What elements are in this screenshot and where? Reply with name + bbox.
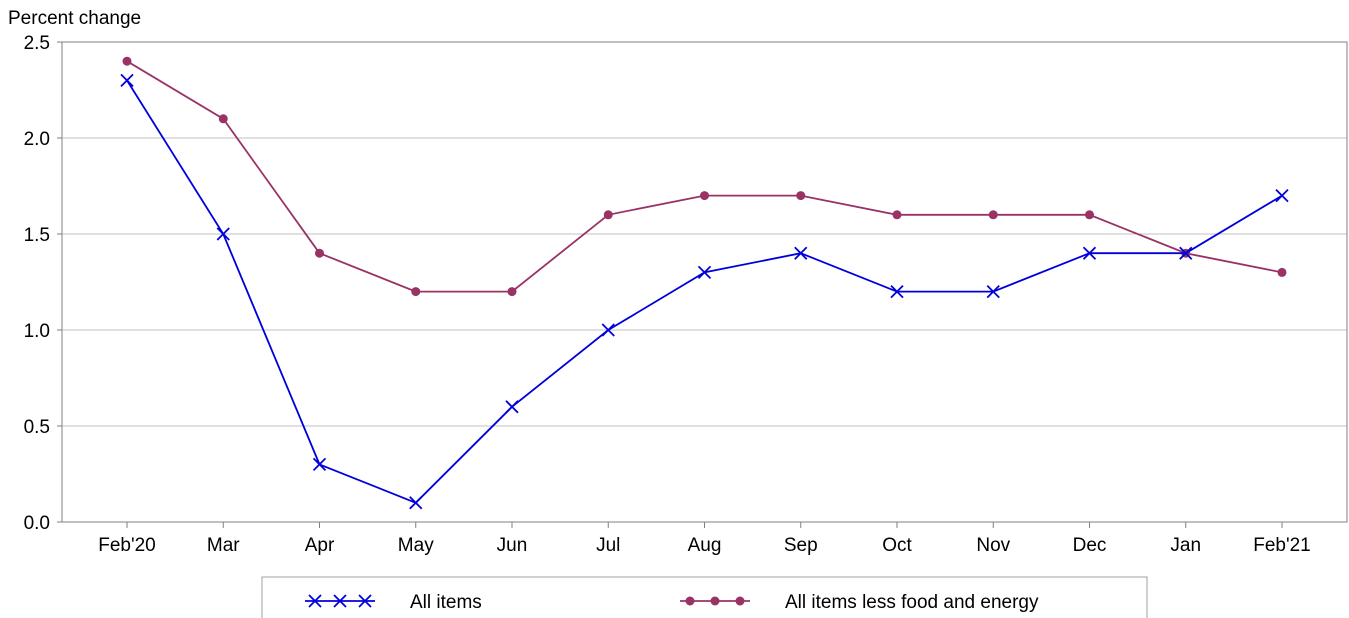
y-tick-label: 2.0 — [24, 129, 50, 150]
x-axis: Feb'20 Mar Apr May Jun Jul Aug Sep Oct Nov Dec Jan F… — [98, 522, 1311, 556]
y-tick-label: 2.5 — [24, 33, 50, 54]
x-tick-label: Jan — [1170, 535, 1201, 556]
data-point — [603, 210, 613, 220]
legend-item: All items less food and energy — [680, 592, 1039, 613]
legend-marker — [308, 594, 322, 608]
data-point — [409, 496, 423, 510]
legend-marker — [358, 594, 372, 608]
series-layer — [120, 56, 1289, 510]
data-point — [120, 73, 134, 88]
data-point — [505, 400, 519, 414]
y-axis-title: Percent change — [8, 8, 141, 29]
data-point — [892, 210, 902, 220]
x-tick-label: Dec — [1073, 535, 1107, 556]
data-point — [1082, 246, 1097, 260]
data-point — [794, 246, 808, 260]
x-tick-label: Jul — [596, 535, 620, 556]
data-point — [315, 248, 324, 258]
legend-marker — [710, 596, 720, 606]
legend-item: All items — [305, 592, 482, 613]
x-tick-label: Oct — [882, 535, 912, 556]
data-point — [890, 284, 904, 299]
data-point — [1179, 246, 1193, 260]
data-point — [986, 284, 1000, 299]
data-point — [218, 114, 228, 124]
y-tick-label: 1.5 — [24, 225, 50, 246]
grid-lines — [62, 137, 1347, 427]
series-line — [126, 60, 1283, 293]
data-point — [1085, 210, 1094, 220]
data-point — [122, 56, 132, 66]
x-tick-label: Mar — [207, 535, 240, 556]
x-tick-label: Aug — [688, 535, 722, 556]
legend: All items All items less food and energy — [261, 576, 1148, 618]
data-point — [1277, 267, 1287, 277]
y-axis: 0.0 0.5 1.0 1.5 2.0 2.5 — [24, 33, 62, 534]
data-point — [411, 287, 421, 297]
x-tick-label: Sep — [784, 535, 818, 556]
y-tick-label: 1.0 — [24, 321, 50, 342]
data-point — [700, 191, 709, 201]
series-line — [126, 79, 1283, 504]
series-1 — [122, 56, 1287, 297]
data-point — [796, 191, 806, 201]
y-tick-label: 0.5 — [24, 417, 50, 438]
legend-marker — [333, 594, 347, 608]
x-tick-label: Feb'20 — [98, 535, 156, 556]
data-point — [988, 210, 998, 220]
legend-label: All items less food and energy — [785, 592, 1039, 613]
data-point — [507, 287, 517, 297]
x-tick-label: Nov — [976, 535, 1010, 556]
data-point — [697, 265, 712, 280]
data-point — [216, 227, 230, 241]
x-tick-label: Jun — [497, 535, 528, 556]
data-point — [1275, 188, 1289, 203]
y-tick-label: 0.0 — [24, 513, 50, 534]
legend-box — [261, 576, 1148, 618]
plot-area-frame — [61, 41, 1348, 523]
legend-marker — [685, 596, 695, 606]
x-tick-label: Apr — [305, 535, 335, 556]
data-point — [601, 323, 615, 337]
series-0 — [120, 73, 1289, 510]
data-point — [312, 457, 327, 472]
x-tick-label: Feb'21 — [1253, 535, 1311, 556]
x-tick-label: May — [398, 535, 434, 556]
legend-marker — [735, 596, 745, 606]
legend-label: All items — [410, 592, 482, 613]
